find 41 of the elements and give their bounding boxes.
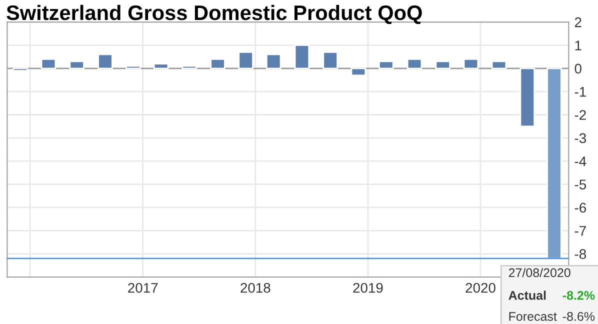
- x-tick-label: 2018: [240, 282, 270, 293]
- bar: [406, 58, 422, 70]
- bar: [463, 58, 479, 70]
- y-tick-label: -1: [574, 87, 586, 97]
- x-tick-label: 2020: [466, 282, 496, 293]
- bar: [294, 44, 310, 70]
- y-tick-label: -2: [574, 110, 586, 120]
- bar: [322, 51, 338, 70]
- bar: [266, 54, 282, 70]
- y-tick-label: 1: [575, 40, 582, 50]
- bar: [40, 58, 56, 70]
- bar: [210, 58, 226, 70]
- bar: [12, 68, 28, 72]
- y-tick-label: 0: [574, 64, 582, 74]
- bar: [238, 51, 254, 70]
- text: -8.2%: [562, 290, 595, 300]
- bar: [69, 60, 84, 70]
- bar: [435, 60, 451, 70]
- y-tick-label: -6: [574, 202, 586, 213]
- bar: [126, 65, 141, 70]
- y-tick-label: -3: [574, 133, 586, 144]
- annotation: 27/08/2020: [508, 268, 570, 278]
- bar: [546, 68, 562, 260]
- bar: [491, 60, 507, 70]
- bar: [378, 60, 394, 70]
- y-tick-label: -4: [574, 156, 586, 166]
- bar: [182, 65, 198, 70]
- y-tick-label: -5: [574, 180, 586, 190]
- x-tick-label: 2019: [353, 282, 383, 293]
- bar: [153, 63, 169, 70]
- y-tick-label: 2: [574, 17, 582, 28]
- text: Actual: [508, 290, 546, 300]
- text: -8.6%: [562, 312, 595, 321]
- text: Forecast: [509, 312, 557, 321]
- y-tick-label: -7: [574, 226, 586, 236]
- y-tick-label: -8: [574, 249, 586, 260]
- bar: [350, 68, 366, 76]
- chart-title: Switzerland Gross Domestic Product QoQ: [6, 4, 422, 24]
- bar: [520, 68, 536, 128]
- x-tick-label: 2017: [128, 282, 158, 293]
- bar: [98, 54, 113, 70]
